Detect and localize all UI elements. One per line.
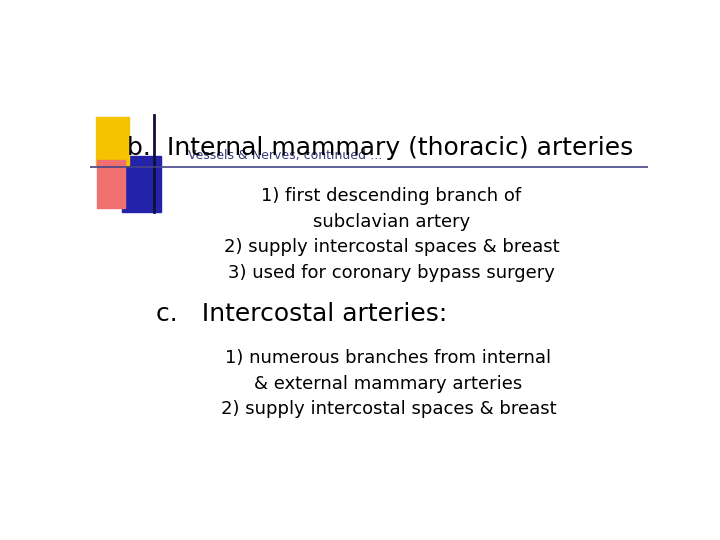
Text: 1) first descending branch of: 1) first descending branch of (261, 187, 521, 205)
Text: 2) supply intercostal spaces & breast: 2) supply intercostal spaces & breast (223, 238, 559, 256)
Bar (122, 156, 161, 212)
Bar (96, 117, 129, 165)
Text: & external mammary arteries: & external mammary arteries (254, 375, 523, 393)
Bar (96, 160, 125, 208)
Text: 2) supply intercostal spaces & breast: 2) supply intercostal spaces & breast (221, 401, 557, 418)
Text: c.   Intercostal arteries:: c. Intercostal arteries: (156, 302, 448, 326)
Text: b.  Internal mammary (thoracic) arteries: b. Internal mammary (thoracic) arteries (127, 136, 634, 160)
Text: Vessels & Nerves, continued …: Vessels & Nerves, continued … (188, 148, 382, 161)
Text: 3) used for coronary bypass surgery: 3) used for coronary bypass surgery (228, 264, 554, 282)
Text: 1) numerous branches from internal: 1) numerous branches from internal (225, 349, 552, 367)
Text: subclavian artery: subclavian artery (312, 213, 470, 231)
